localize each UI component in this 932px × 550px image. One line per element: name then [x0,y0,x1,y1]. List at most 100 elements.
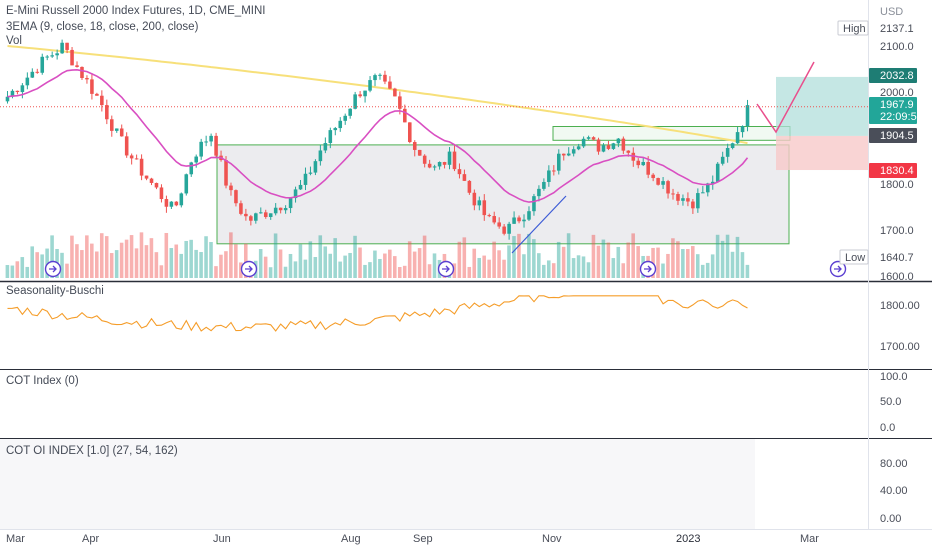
candle-body [110,119,114,131]
volume-bar [452,263,457,278]
candle-body [457,169,462,175]
candle-body [522,219,526,222]
volume-bar [671,238,675,278]
time-axis-label: Jun [213,533,231,545]
ema-200-line [7,45,748,145]
candle-body [124,136,129,156]
candle-body [174,201,179,206]
candle-body [482,200,487,216]
candle-body [710,181,715,184]
cot-oi-legend: COT OI INDEX [1.0] (27, 54, 162) [6,445,178,457]
candle-body [164,199,169,207]
candle-body [95,93,99,96]
candle-body [581,138,586,147]
volume-bar [239,262,243,278]
candle-body [55,53,59,56]
volume-bar [571,258,576,278]
volume-bar [169,248,174,278]
candle-body [273,207,278,214]
volume-bar [422,235,427,278]
volume-bar [75,244,79,278]
candle-body [616,138,621,144]
candle-body [204,141,208,143]
candle-body [85,77,89,80]
low-value: 1640.7 [880,252,914,264]
volume-bar [740,252,745,278]
high-label: High [843,23,866,35]
candle-body [179,193,184,206]
currency-label: USD [880,6,903,18]
candle-body [552,170,556,172]
candle-body [656,178,660,185]
volume-bar [358,247,362,278]
candle-body [25,77,30,86]
candle-body [730,143,735,148]
candle-body [437,162,442,167]
candle-body [715,163,720,182]
candle-body [383,74,387,82]
volume-bar [551,263,556,278]
candle-body [40,56,45,73]
volume-bar [293,261,298,278]
volume-bar [318,235,323,278]
volume-bar [104,236,109,278]
candle-body [631,152,636,161]
price-tick-label: 1800.0 [880,179,914,191]
candle-body [293,189,298,199]
volume-bar [204,236,208,278]
last-price-tag-box [869,97,917,124]
candle-body [417,149,422,156]
time-axis-label: Sep [413,533,433,545]
volume-bar [258,249,263,278]
candle-body [343,115,347,121]
cot-tick: 100.0 [880,371,908,383]
candle-body [224,160,228,186]
candle-body [586,137,591,139]
time-axis-label: Mar [800,533,819,545]
volume-bar [487,259,491,278]
volume-bar [745,264,750,278]
time-axis-label: 2023 [676,533,700,545]
high-value-box [869,21,929,35]
candle-body [502,226,506,234]
candle-body [119,128,124,137]
volume-bar [720,240,725,278]
volume-bar [65,263,69,278]
candle-body [666,181,670,194]
volume-bar [661,263,665,278]
volume-bar [343,255,347,278]
volume-bar [412,251,417,278]
candle-body [184,174,189,194]
candle-body [661,181,665,185]
entry-tag-box [869,128,917,143]
volume-bar [209,242,213,278]
candle-body [378,74,382,76]
candle-body [621,138,626,151]
earnings-arrow-icon [49,265,57,273]
stop-tag-box [869,163,917,178]
low-tag-box [839,249,869,265]
volume-bar [477,257,481,278]
volume-bar [229,232,233,278]
volume-bar [566,233,571,278]
earnings-arrow-icon [245,265,253,273]
candle-body [313,161,318,173]
volume-bar [214,266,218,278]
time-axis-label: Aug [341,533,361,545]
seasonality-tick: 1800.00 [880,300,920,312]
ema-fast-line [7,68,749,203]
candle-body [283,208,288,211]
volume-bar [119,242,124,278]
long-stop-zone [776,135,868,171]
volume-bar [397,267,402,278]
volume-bar [581,256,586,278]
volume-bar [388,249,392,278]
volume-bar [298,244,303,278]
candle-body [408,122,412,143]
candle-body [527,211,531,220]
earnings-arrow-icon [644,265,652,273]
volume-bar [30,246,34,278]
candle-body [492,216,496,223]
